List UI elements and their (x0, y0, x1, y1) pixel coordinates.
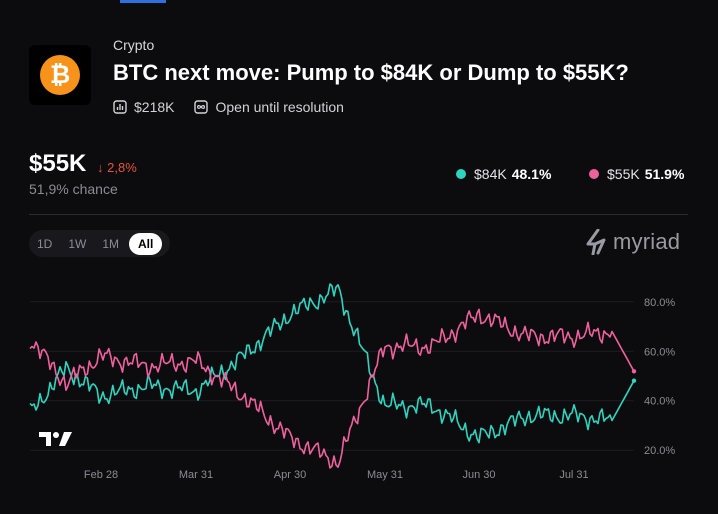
market-title: BTC next move: Pump to $84K or Dump to $… (113, 60, 629, 85)
y-tick-label: 40.0% (644, 396, 675, 408)
myriad-logo-icon (586, 229, 606, 255)
tradingview-logo-icon (39, 432, 72, 446)
x-tick-label: Mar 31 (179, 469, 213, 481)
x-axis-ticks: Feb 28 Mar 31 Apr 30 May 31 Jun 30 Jul 31 (84, 469, 589, 481)
range-1w-button[interactable]: 1W (68, 236, 87, 251)
x-tick-label: Feb 28 (84, 469, 118, 481)
market-meta: $218K Open until resolution (113, 99, 344, 115)
price-change-value: 2,8% (107, 160, 137, 175)
chart-series (29, 283, 637, 469)
time-range-selector: 1D 1W 1M All (29, 230, 170, 257)
chart-grid (30, 301, 634, 451)
top-accent-bar (120, 0, 166, 3)
chance-text: 51,9% chance (29, 181, 118, 197)
divider (29, 214, 688, 215)
legend-item-55k: $55K 51.9% (589, 166, 684, 182)
x-tick-label: Apr 30 (274, 469, 306, 481)
range-1d-button[interactable]: 1D (37, 236, 53, 251)
range-1m-button[interactable]: 1M (102, 236, 120, 251)
market-category[interactable]: Crypto (113, 37, 155, 53)
y-tick-label: 80.0% (644, 297, 675, 309)
legend-value: 51.9% (644, 166, 685, 182)
legend-item-84k: $84K 48.1% (456, 166, 551, 182)
legend-dot (456, 169, 466, 179)
series-endpoint-55k (631, 369, 637, 374)
legend-label: $55K (607, 166, 640, 182)
current-price: $55K (29, 150, 87, 177)
x-tick-label: Jul 31 (559, 469, 588, 481)
market-logo: ₿ (29, 45, 91, 105)
bar-chart-icon (113, 100, 127, 114)
series-line-84k (29, 283, 635, 444)
y-tick-label: 20.0% (644, 445, 675, 457)
series-endpoint-84k (631, 378, 637, 383)
legend-value: 48.1% (511, 166, 552, 182)
price-change: ↓ 2,8% (97, 160, 137, 175)
brand-logo: myriad (585, 229, 680, 255)
bitcoin-icon: ₿ (40, 55, 80, 95)
market-volume: $218K (134, 99, 175, 115)
y-axis-ticks: 80.0% 60.0% 40.0% 20.0% (644, 297, 675, 457)
range-all-button[interactable]: All (129, 232, 163, 255)
infinity-icon (194, 100, 209, 114)
legend-dot (589, 169, 599, 179)
x-tick-label: May 31 (367, 469, 403, 481)
series-line-55k (29, 308, 635, 469)
market-status: Open until resolution (215, 99, 344, 115)
price-chart[interactable]: 80.0% 60.0% 40.0% 20.0% Feb 28 Mar 31 Apr 30 M… (0, 270, 718, 514)
legend-label: $84K (474, 166, 507, 182)
brand-name: myriad (613, 229, 681, 254)
arrow-down-icon: ↓ (97, 160, 104, 175)
y-tick-label: 60.0% (644, 346, 675, 358)
x-tick-label: Jun 30 (462, 469, 495, 481)
